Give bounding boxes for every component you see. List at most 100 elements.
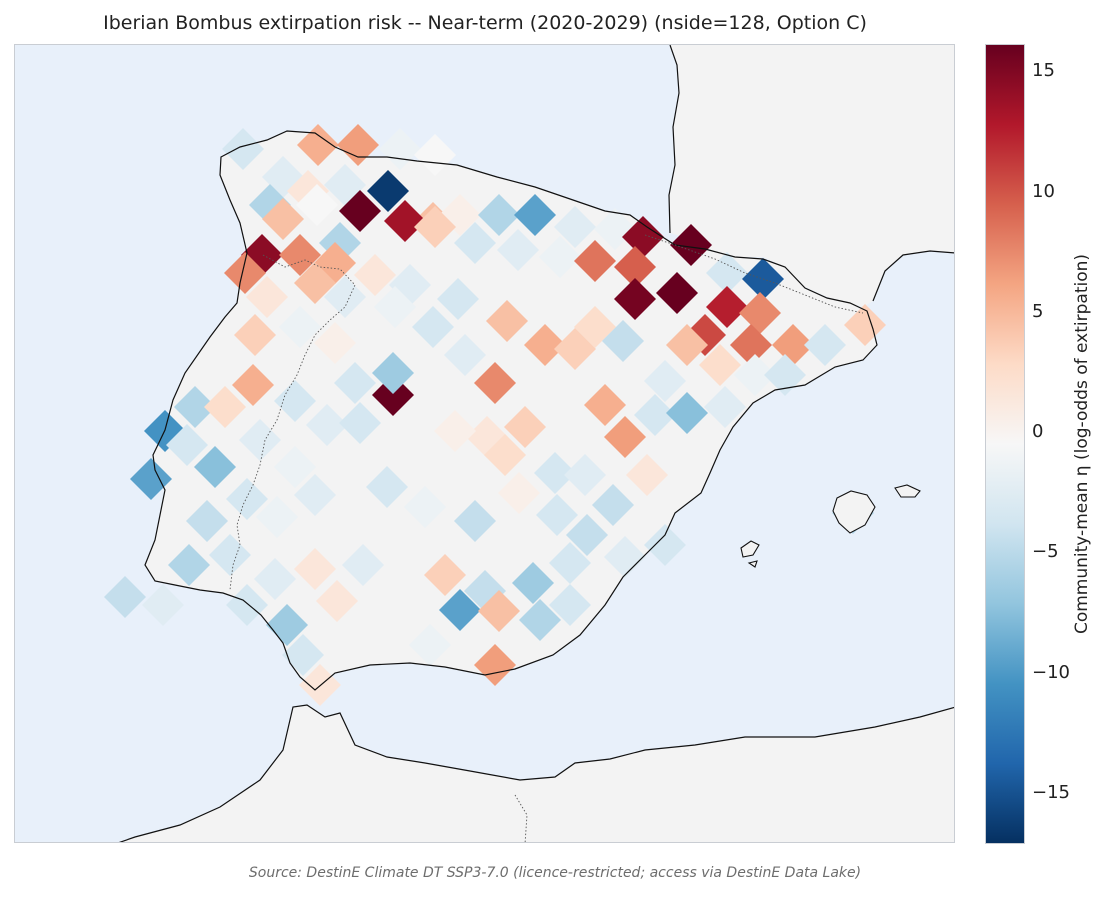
risk-cell [384, 200, 426, 242]
country-borders [229, 234, 864, 842]
colorbar-label: Community-mean η (log-odds of extirpatio… [1072, 253, 1092, 635]
risk-cell [414, 134, 456, 176]
risk-cell [514, 194, 556, 236]
risk-cell [324, 276, 366, 318]
risk-cell [622, 216, 664, 258]
risk-cell [254, 558, 296, 600]
africa-landmass [120, 705, 954, 842]
risk-cell [234, 314, 276, 356]
risk-cell [656, 272, 698, 314]
risk-cell [454, 500, 496, 542]
risk-cell [484, 434, 526, 476]
risk-cell [168, 544, 210, 586]
risk-cell [224, 252, 266, 294]
risk-cell [130, 458, 172, 500]
risk-cell [549, 584, 591, 626]
risk-cell [232, 364, 274, 406]
risk-cell [614, 246, 656, 288]
risk-cell [497, 229, 539, 271]
risk-cell [634, 394, 676, 436]
risk-cell [226, 478, 268, 520]
risk-cell [592, 484, 634, 526]
risk-cell [666, 392, 708, 434]
risk-cell [539, 236, 581, 278]
menorca-island [894, 484, 921, 498]
risk-cell [739, 292, 781, 334]
risk-cell [519, 599, 561, 641]
risk-cell [294, 262, 336, 304]
ibiza-island [740, 540, 760, 558]
colorbar-tick-label: −15 [1032, 782, 1070, 803]
risk-cell [367, 170, 409, 212]
risk-cell [554, 206, 596, 248]
risk-cell [574, 240, 616, 282]
risk-cell [434, 410, 476, 452]
risk-cell [222, 128, 264, 170]
colorbar [985, 44, 1025, 844]
risk-cell [379, 128, 421, 170]
risk-cell [444, 334, 486, 376]
risk-cell [454, 222, 496, 264]
risk-cell [306, 404, 348, 446]
risk-cell [699, 344, 741, 386]
risk-cell [239, 419, 281, 461]
mallorca-island [832, 490, 876, 534]
risk-cell [297, 124, 339, 166]
risk-cell [186, 500, 228, 542]
risk-cell [536, 494, 578, 536]
risk-cell [314, 322, 356, 364]
africa-coastline [118, 704, 954, 842]
risk-cell [337, 124, 379, 166]
risk-cell [262, 198, 304, 240]
risk-cell [524, 324, 566, 366]
colorbar-tick-label: 10 [1032, 181, 1055, 202]
iberia-coastline [144, 130, 878, 691]
risk-cell [486, 300, 528, 342]
risk-cell [437, 278, 479, 320]
risk-cell [666, 324, 708, 366]
map-svg [15, 45, 954, 842]
risk-cell [256, 496, 298, 538]
risk-cell [104, 576, 146, 618]
risk-cell [478, 194, 520, 236]
risk-cell [566, 514, 608, 556]
risk-cell [174, 386, 216, 428]
risk-cell [412, 306, 454, 348]
risk-cell [294, 548, 336, 590]
risk-cell [354, 254, 396, 296]
risk-cell [274, 380, 316, 422]
risk-cell [316, 580, 358, 622]
colorbar-tick-label: −5 [1032, 541, 1059, 562]
risk-cell [478, 590, 520, 632]
risk-cell [512, 562, 554, 604]
risk-cell [366, 466, 408, 508]
risk-cell [296, 184, 338, 226]
risk-cell [734, 354, 776, 396]
map-panel[interactable] [14, 44, 955, 843]
risk-cell [626, 454, 668, 496]
risk-cell [294, 474, 336, 516]
risk-cell [772, 324, 814, 366]
risk-cell [730, 324, 772, 366]
risk-cell [404, 486, 446, 528]
risk-cell [424, 554, 466, 596]
colorbar-tick-label: 5 [1032, 301, 1044, 322]
risk-cell [342, 544, 384, 586]
risk-cell [439, 589, 481, 631]
risk-cell [474, 362, 516, 404]
map-title: Iberian Bombus extirpation risk -- Near-… [103, 12, 867, 34]
risk-cell [409, 624, 451, 666]
risk-cell [604, 416, 646, 458]
risk-cell [602, 320, 644, 362]
risk-cell [339, 402, 381, 444]
risk-cell [706, 252, 748, 294]
risk-cell [844, 304, 886, 346]
risk-cell [498, 472, 540, 514]
risk-cell [554, 328, 596, 370]
risk-cell [166, 424, 208, 466]
risk-cell [334, 362, 376, 404]
colorbar-tick-label: 0 [1032, 421, 1044, 442]
risk-cell [804, 324, 846, 366]
risk-cell [764, 354, 806, 396]
risk-cell [644, 360, 686, 402]
